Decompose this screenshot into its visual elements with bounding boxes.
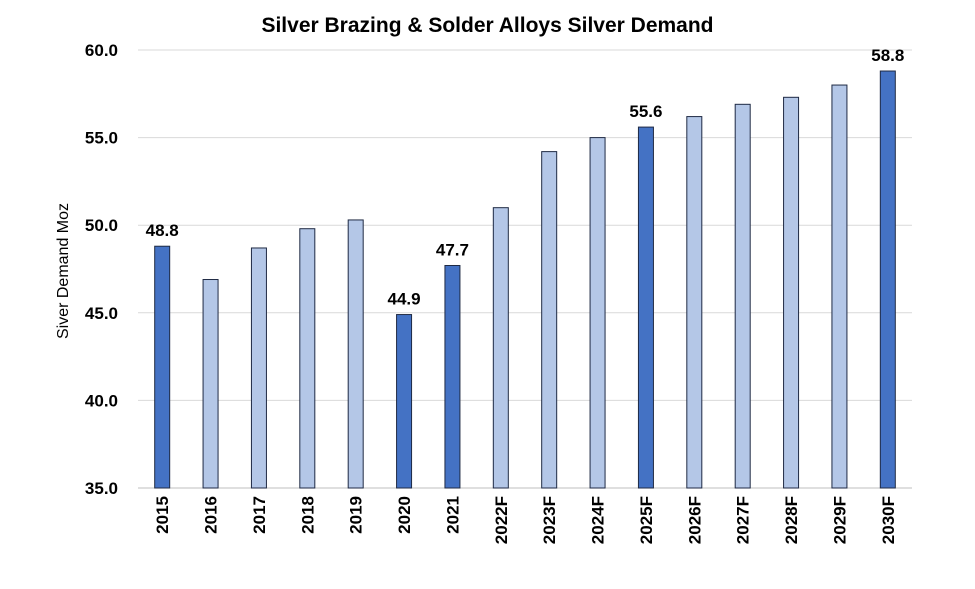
bar [783,96,800,489]
data-label: 44.9 [388,290,421,309]
bar [250,247,267,489]
x-tick-label: 2019 [347,496,366,534]
chart-title: Silver Brazing & Solder Alloys Silver De… [261,14,714,37]
data-label: 48.8 [146,221,179,240]
x-tick-label: 2017 [250,496,269,534]
bar [347,219,364,489]
bar [154,245,171,489]
x-tick-label: 2022F [492,496,511,544]
y-axis-title: Siver Demand Moz [55,203,72,339]
bar [202,279,219,489]
x-tick-label: 2025F [637,496,656,544]
x-tick-label: 2020 [395,496,414,534]
bar [831,84,848,489]
bar [492,207,509,489]
x-tick-label: 2030F [879,496,898,544]
data-label: 58.8 [871,46,904,65]
data-label: 55.6 [629,102,662,121]
x-tick-label: 2021 [443,496,462,534]
data-label: 47.7 [436,240,469,259]
y-tick-label: 60.0 [85,41,118,60]
bar [879,70,896,489]
x-tick-label: 2018 [298,496,317,534]
y-tick-label: 40.0 [85,391,118,410]
y-tick-label: 50.0 [85,216,118,235]
bar [637,126,654,489]
bar [299,228,316,489]
x-tick-label: 2027F [734,496,753,544]
bar [734,103,751,489]
x-tick-label: 2026F [685,496,704,544]
y-tick-label: 35.0 [85,479,118,498]
x-tick-label: 2016 [202,496,221,534]
x-tick-label: 2028F [782,496,801,544]
y-tick-label: 55.0 [85,129,118,148]
x-tick-label: 2015 [153,496,172,534]
x-tick-label: 2024F [589,496,608,544]
bar [396,314,413,489]
y-tick-label: 45.0 [85,304,118,323]
bar [444,264,461,489]
x-tick-label: 2029F [830,496,849,544]
bar [589,137,606,489]
bar [541,151,558,489]
bar [686,116,703,489]
x-tick-label: 2023F [540,496,559,544]
